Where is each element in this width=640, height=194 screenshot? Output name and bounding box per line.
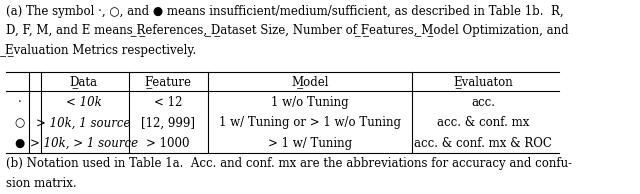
Text: ·: · (18, 96, 22, 109)
Text: > 10k, > 1 source: > 10k, > 1 source (29, 137, 138, 150)
Text: acc.: acc. (471, 96, 495, 109)
Text: > 1 w/ Tuning: > 1 w/ Tuning (268, 137, 352, 150)
Text: sion matrix.: sion matrix. (6, 177, 76, 190)
Text: ●: ● (15, 137, 25, 150)
Text: 1 w/o Tuning: 1 w/o Tuning (271, 96, 349, 109)
Text: [12, 999]: [12, 999] (141, 116, 195, 129)
Text: ̲E̲valuation Metrics respectively.: ̲E̲valuation Metrics respectively. (6, 43, 197, 56)
Text: E̲valuaton: E̲valuaton (453, 75, 513, 88)
Text: D, F, M, and E means ̲R̲eferences, ̲D̲ataset Size, Number of ̲F̲eatures, ̲M̲odel: D, F, M, and E means ̲R̲eferences, ̲D̲at… (6, 24, 568, 37)
Text: F̲eature: F̲eature (144, 75, 191, 88)
Text: acc. & conf. mx: acc. & conf. mx (437, 116, 529, 129)
Text: M̲odel: M̲odel (291, 75, 329, 88)
Text: < 10k: < 10k (66, 96, 102, 109)
Text: (a) The symbol ·, ○, and ● means insufficient/medium/sufficient, as described in: (a) The symbol ·, ○, and ● means insuffi… (6, 5, 563, 18)
Text: D̲ata: D̲ata (70, 75, 98, 88)
Text: acc. & conf. mx & ROC: acc. & conf. mx & ROC (414, 137, 552, 150)
Text: (b) Notation used in Table 1a.  Acc. and conf. mx are the abbreviations for accu: (b) Notation used in Table 1a. Acc. and … (6, 157, 572, 170)
Text: > 1000: > 1000 (146, 137, 189, 150)
Text: > 10k, 1 source: > 10k, 1 source (36, 116, 131, 129)
Text: 1 w/ Tuning or > 1 w/o Tuning: 1 w/ Tuning or > 1 w/o Tuning (219, 116, 401, 129)
Text: < 12: < 12 (154, 96, 182, 109)
Text: ○: ○ (15, 116, 25, 129)
